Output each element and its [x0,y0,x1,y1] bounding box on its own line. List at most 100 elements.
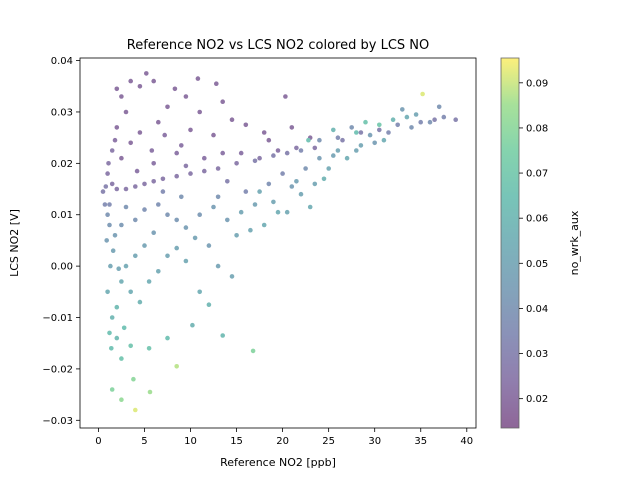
data-point [312,145,318,151]
data-point [271,153,276,158]
data-point [215,263,221,269]
data-point [119,356,124,361]
data-point [238,209,244,215]
data-point [147,389,153,395]
y-tick-label: 0.02 [51,159,73,170]
data-point [107,202,112,207]
data-point [202,155,207,161]
data-point [195,76,201,81]
data-point [197,289,202,295]
data-point [432,117,437,122]
data-point [133,184,138,189]
data-point [146,279,152,284]
data-point [151,161,156,166]
data-point [271,199,276,205]
y-tick-label: 0.03 [51,107,73,118]
data-point [110,248,116,253]
colorbar-axis: 0.02 0.03 0.04 0.05 0.06 0.07 0.08 0.09 [519,78,548,405]
data-point [306,137,311,143]
data-point [114,186,120,192]
data-point [156,119,161,125]
y-tick-label: 0.04 [51,56,73,67]
data-point [109,315,115,320]
data-point [105,289,110,295]
data-point [160,189,166,194]
y-tick-label: −0.03 [42,416,73,427]
data-point [123,204,129,210]
data-point [275,209,281,215]
colorbar-tick-label: 0.02 [526,394,548,405]
colorbar-tick-label: 0.09 [526,78,548,89]
data-point [420,91,425,97]
data-point [275,148,281,153]
data-point [123,263,129,269]
data-point [108,263,113,269]
data-point [142,207,147,212]
data-point [381,137,387,143]
data-point [149,148,155,153]
data-point [114,304,120,310]
colorbar-tick-label: 0.08 [526,123,548,134]
data-point [192,235,198,241]
data-point [190,322,195,328]
data-point [243,122,249,128]
data-point [119,94,124,99]
data-point [252,202,258,207]
data-point [250,348,256,354]
data-point [165,212,170,217]
data-point [238,150,244,156]
data-point [109,346,114,351]
data-point [179,143,184,148]
data-point [165,335,170,341]
data-point [112,137,118,143]
data-point [105,212,110,217]
data-point [225,179,230,184]
x-tick-label: 40 [460,436,473,447]
data-point [114,125,120,130]
data-point [413,112,419,117]
colorbar-label: no_wrk_aux [568,210,581,275]
data-point [220,333,225,338]
data-point [183,94,189,99]
data-point [225,217,230,223]
data-point [354,130,359,135]
data-point [358,143,364,148]
data-point [317,137,322,143]
data-point [280,171,285,176]
x-tick-label: 30 [368,436,381,447]
data-point [367,132,373,138]
data-point [107,222,112,228]
data-point [128,78,133,84]
x-tick-label: 0 [95,436,101,447]
data-point [114,335,120,341]
y-axis: −0.03 −0.02 −0.01 0.00 0.01 0.02 0.03 0.04 [42,56,80,427]
data-point [261,222,267,228]
data-point [104,238,109,243]
data-point [220,150,225,156]
data-point [335,148,341,153]
data-point [119,397,124,403]
data-point [363,119,368,125]
data-point [119,279,124,284]
data-point [116,266,121,272]
colorbar-tick-label: 0.04 [526,304,548,315]
data-point [119,222,124,228]
data-point [372,140,378,146]
x-tick-label: 35 [414,436,427,447]
data-point [128,140,133,146]
data-point [284,209,290,215]
data-point [183,163,189,169]
data-point [137,299,143,305]
data-point [107,330,112,336]
data-point [144,71,149,76]
points-layer [100,71,459,413]
data-point [106,161,111,166]
data-point [358,130,364,135]
data-point [151,179,156,184]
data-point [100,189,106,194]
data-point [252,158,258,164]
data-point [312,181,318,187]
data-point [335,135,341,140]
x-axis-label: Reference NO2 [ppb] [220,456,336,469]
